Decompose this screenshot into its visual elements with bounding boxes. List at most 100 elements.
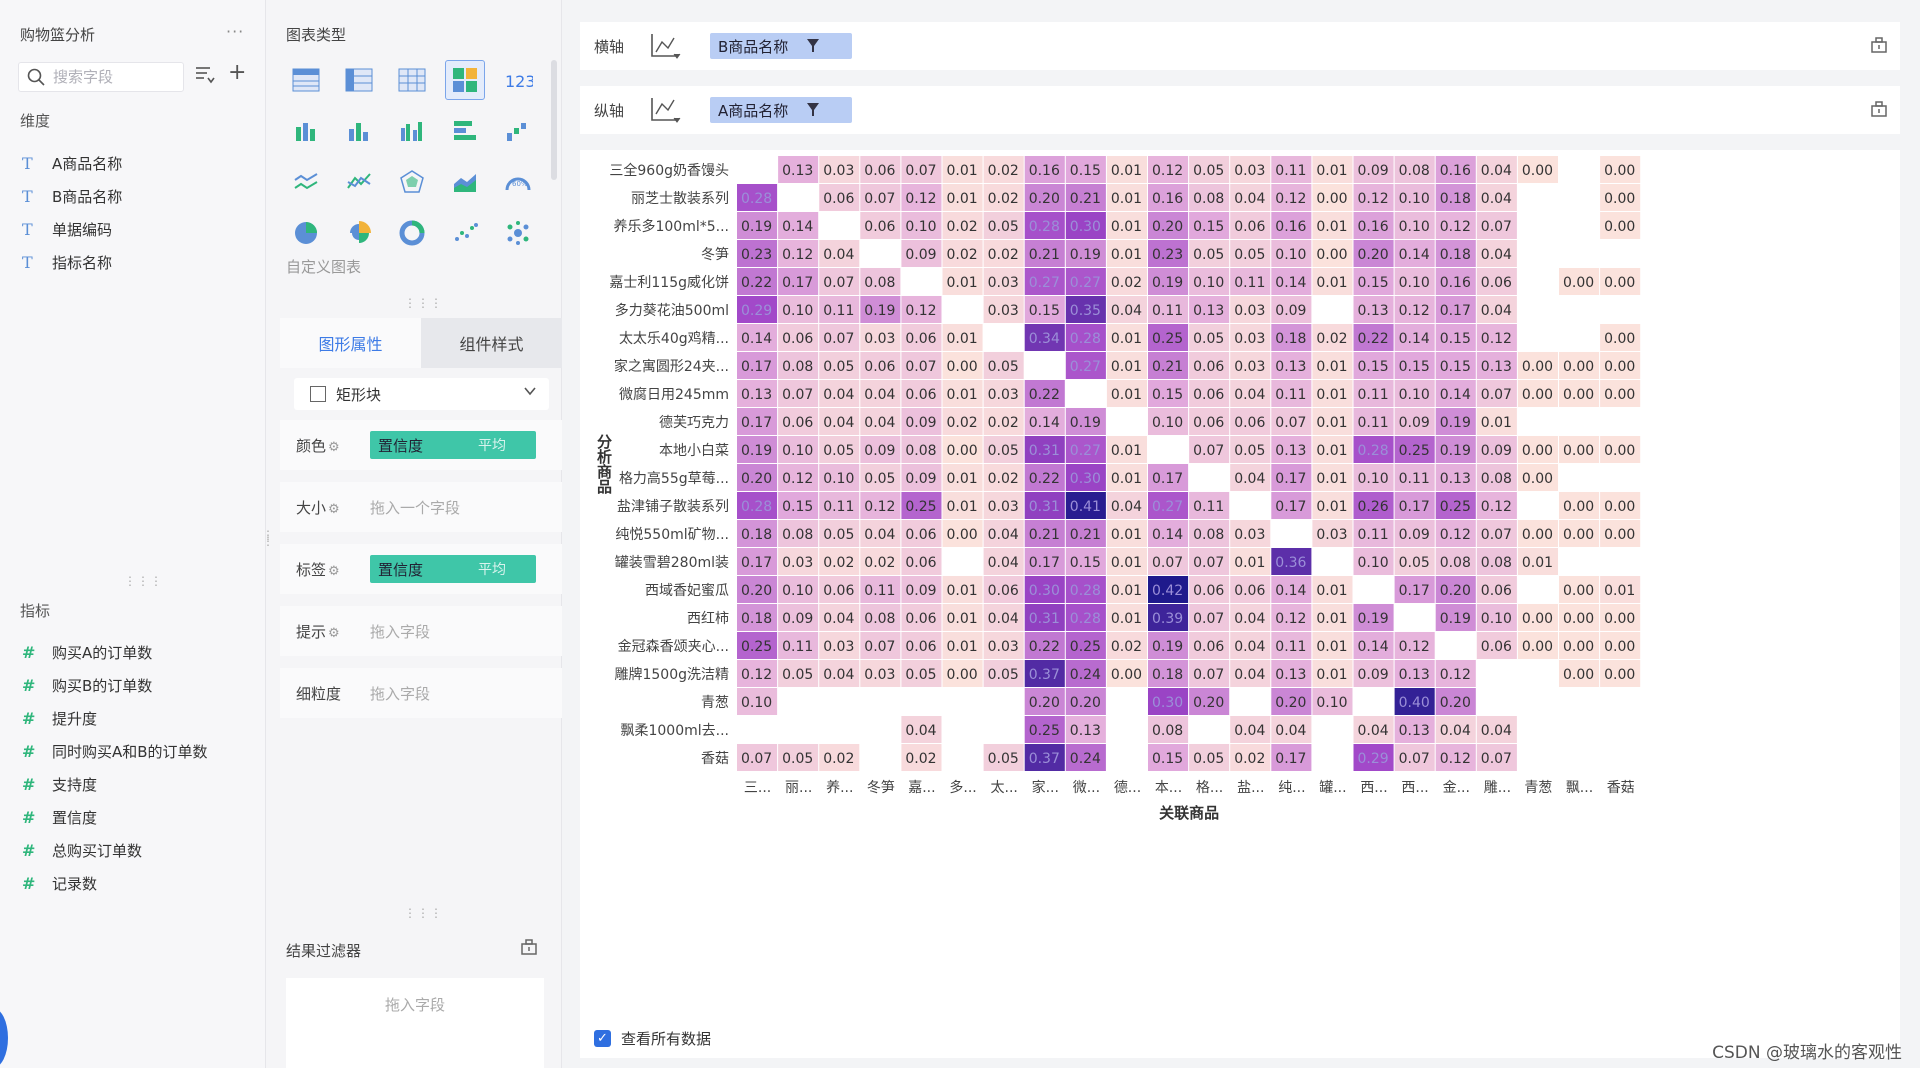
shape-select[interactable]: 矩形块 <box>294 378 549 410</box>
x-axis-field-pill[interactable]: B商品名称 <box>710 33 852 59</box>
heatmap-cell <box>1271 576 1312 603</box>
cell-label: 0.30 <box>1152 695 1183 711</box>
waterfall-icon[interactable] <box>498 111 538 151</box>
x-axis-sort-icon[interactable] <box>648 32 682 64</box>
dimension-item[interactable]: T B商品名称 <box>22 187 123 206</box>
cell-label: 0.04 <box>1234 667 1265 683</box>
detail-table-icon[interactable] <box>392 60 432 100</box>
heatmap-cell <box>819 520 860 547</box>
dimension-item[interactable]: T A商品名称 <box>22 154 123 173</box>
cell-label: 0.03 <box>988 639 1019 655</box>
heatmap-chart-icon[interactable] <box>445 60 485 100</box>
checkbox-checked-icon[interactable]: ✓ <box>594 1030 611 1047</box>
search-input[interactable] <box>53 68 173 86</box>
label-field-pill[interactable]: 置信度 平均 <box>370 555 536 583</box>
cell-label: 0.10 <box>1358 471 1389 487</box>
gear-icon[interactable]: ⚙ <box>328 563 340 579</box>
search-box[interactable] <box>18 62 184 92</box>
measure-item[interactable]: # 置信度 <box>22 808 98 827</box>
horizontal-bar-icon[interactable] <box>445 111 485 151</box>
cell-label: 0.00 <box>1563 527 1594 543</box>
donut-chart-icon[interactable] <box>392 213 432 253</box>
filter-icon[interactable] <box>806 37 820 57</box>
x-axis-export-icon[interactable] <box>1870 36 1888 58</box>
heatmap-cell <box>1312 268 1353 295</box>
grouped-bar-icon[interactable] <box>392 111 432 151</box>
bar-chart-icon[interactable] <box>339 111 379 151</box>
collapse-knob[interactable] <box>0 1008 8 1068</box>
number-type-icon: # <box>22 808 36 827</box>
resize-handle[interactable]: ⋮⋮⋮ <box>404 296 443 310</box>
line-chart-icon[interactable] <box>339 162 379 202</box>
cell-label: 0.05 <box>823 527 854 543</box>
dimension-item[interactable]: T 指标名称 <box>22 253 113 272</box>
show-all-data-toggle[interactable]: ✓ 查看所有数据 <box>594 1028 711 1049</box>
rose-chart-icon[interactable] <box>339 213 379 253</box>
granularity-property-row[interactable]: 细粒度 拖入字段 <box>280 668 562 718</box>
resize-handle[interactable]: ⋮⋮⋮ <box>124 574 163 588</box>
bubble-chart-icon[interactable] <box>498 213 538 253</box>
table-chart-icon[interactable] <box>286 60 326 100</box>
measure-item[interactable]: # 总购买订单数 <box>22 841 143 860</box>
heatmap-cell <box>860 436 901 463</box>
gauge-chart-icon[interactable]: 60% <box>498 162 538 202</box>
tooltip-property-row[interactable]: 提示 ⚙ 拖入字段 <box>280 606 562 656</box>
cell-label: 0.10 <box>782 443 813 459</box>
stacked-bar-icon[interactable] <box>286 111 326 151</box>
heatmap-cell <box>1024 296 1065 323</box>
tab-graphic-properties[interactable]: 图形属性 <box>280 318 421 368</box>
y-axis-sort-icon[interactable] <box>648 96 682 128</box>
cell-label: 0.01 <box>1316 471 1347 487</box>
cell-label: 0.20 <box>1440 583 1471 599</box>
gear-icon[interactable]: ⚙ <box>328 625 340 641</box>
size-property-row[interactable]: 大小 ⚙ 拖入一个字段 <box>280 482 562 532</box>
radar-chart-icon[interactable] <box>392 162 432 202</box>
cell-label: 0.07 <box>864 639 895 655</box>
tab-component-style[interactable]: 组件样式 <box>421 318 562 368</box>
dimension-item[interactable]: T 单据编码 <box>22 220 113 239</box>
cell-label: 0.06 <box>1193 387 1224 403</box>
y-axis-field-pill[interactable]: A商品名称 <box>710 97 852 123</box>
cell-label: 0.04 <box>1481 303 1512 319</box>
cell-label: 0.28 <box>741 191 772 207</box>
gear-icon[interactable]: ⚙ <box>328 439 340 455</box>
multi-line-icon[interactable] <box>286 162 326 202</box>
cell-label: 0.19 <box>1440 415 1471 431</box>
gear-icon[interactable]: ⚙ <box>328 501 340 517</box>
panel-resize-handle[interactable]: ⋮ ⋮ <box>262 528 275 548</box>
pie-chart-icon[interactable] <box>286 213 326 253</box>
area-chart-icon[interactable] <box>445 162 485 202</box>
cell-label: 0.01 <box>947 611 978 627</box>
result-filter-dropzone[interactable]: 拖入字段 <box>286 978 544 1068</box>
heatmap-cell <box>1148 240 1189 267</box>
cell-label: 0.10 <box>1275 247 1306 263</box>
color-field-pill[interactable]: 置信度 平均 <box>370 431 536 459</box>
cross-table-icon[interactable] <box>339 60 379 100</box>
cell-label: 0.10 <box>741 695 772 711</box>
more-icon[interactable]: ··· <box>226 22 245 41</box>
heatmap-cell <box>1024 184 1065 211</box>
measure-item[interactable]: # 提升度 <box>22 709 98 728</box>
add-icon[interactable]: + <box>228 60 247 85</box>
chart-type-scrollbar[interactable] <box>551 60 557 180</box>
custom-chart-link[interactable]: 自定义图表 <box>286 258 362 276</box>
filter-settings-icon[interactable] <box>520 938 538 960</box>
measure-item[interactable]: # 购买A的订单数 <box>22 643 153 662</box>
measure-item[interactable]: # 同时购买A和B的订单数 <box>22 742 208 761</box>
cell-label: 0.17 <box>741 555 772 571</box>
sort-icon[interactable] <box>194 64 216 90</box>
heatmap-cell <box>1312 156 1353 183</box>
kpi-number-icon[interactable]: 123 <box>498 60 538 100</box>
measure-item[interactable]: # 购买B的订单数 <box>22 676 153 695</box>
resize-handle[interactable]: ⋮⋮⋮ <box>404 906 443 920</box>
heatmap-cell <box>1148 408 1189 435</box>
heatmap-cell <box>942 184 983 211</box>
y-axis-export-icon[interactable] <box>1870 100 1888 122</box>
heatmap-cell <box>1353 296 1394 323</box>
measure-item[interactable]: # 支持度 <box>22 775 98 794</box>
cell-label: 0.04 <box>823 387 854 403</box>
measure-item[interactable]: # 记录数 <box>22 874 98 893</box>
filter-icon[interactable] <box>806 101 820 121</box>
scatter-chart-icon[interactable] <box>445 213 485 253</box>
cell-label: 0.12 <box>741 667 772 683</box>
